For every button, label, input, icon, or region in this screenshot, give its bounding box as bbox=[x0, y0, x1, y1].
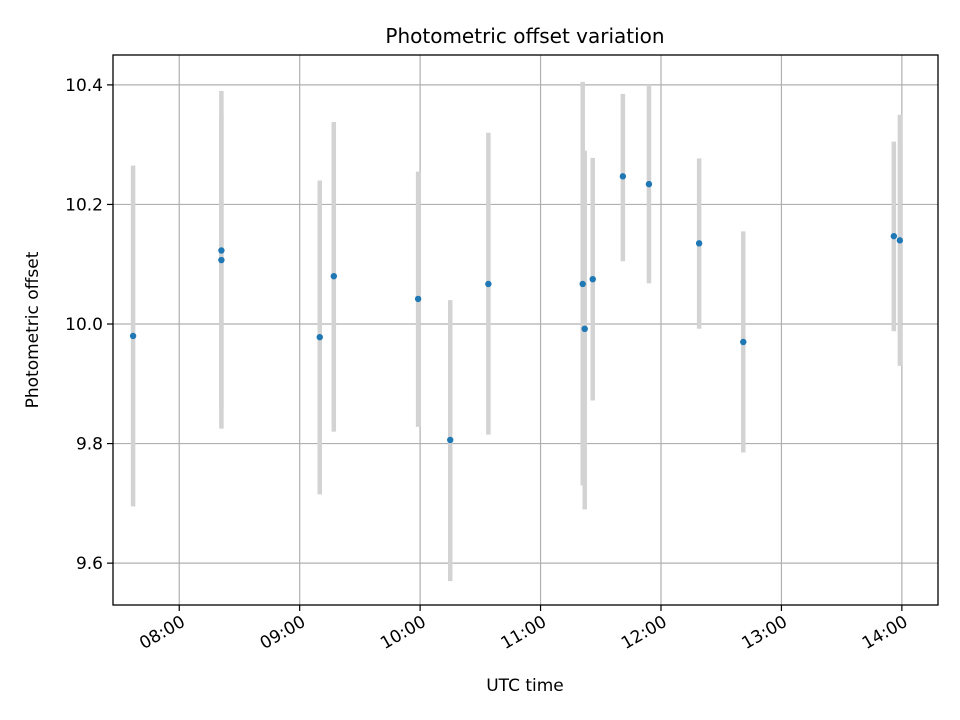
data-point bbox=[129, 332, 137, 340]
y-axis-label: Photometric offset bbox=[23, 251, 43, 408]
data-point bbox=[740, 338, 747, 346]
data-point bbox=[218, 247, 225, 254]
y-tick-label: 10.4 bbox=[65, 76, 103, 96]
data-point bbox=[619, 173, 627, 180]
data-point bbox=[581, 325, 588, 333]
plot-frame bbox=[112, 54, 939, 606]
data-point bbox=[890, 232, 898, 240]
data-points bbox=[129, 173, 904, 444]
data-point bbox=[695, 240, 703, 247]
data-point bbox=[589, 275, 596, 283]
y-tick-label: 9.6 bbox=[76, 554, 103, 574]
data-point bbox=[316, 333, 323, 341]
y-tick-label: 10.0 bbox=[65, 315, 103, 335]
data-point bbox=[896, 237, 904, 244]
y-tick-label: 9.8 bbox=[76, 435, 103, 455]
chart-title: Photometric offset variation bbox=[385, 24, 664, 48]
data-point bbox=[414, 295, 422, 303]
data-point bbox=[218, 256, 225, 264]
data-point bbox=[645, 180, 653, 188]
y-tick-label: 10.2 bbox=[65, 195, 103, 215]
x-axis-label: UTC time bbox=[486, 676, 564, 696]
data-point bbox=[579, 280, 586, 288]
y-axis-ticks: 9.6 9.8 10.0 10.2 10.4 bbox=[65, 76, 113, 574]
data-point bbox=[485, 280, 492, 288]
data-point bbox=[447, 436, 454, 444]
grid-lines bbox=[113, 55, 938, 605]
data-point bbox=[330, 272, 338, 280]
